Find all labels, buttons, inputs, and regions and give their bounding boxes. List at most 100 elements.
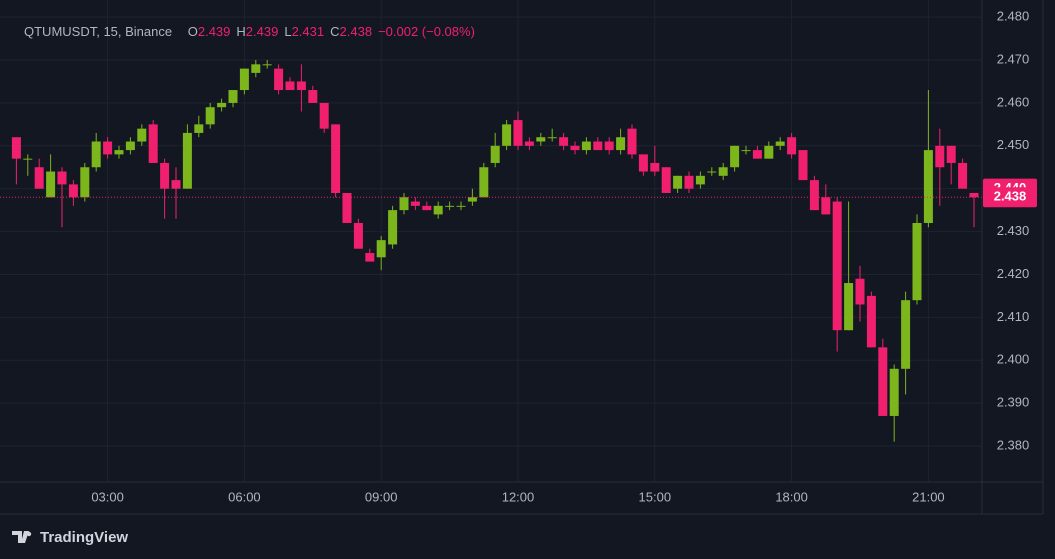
candle-body [707, 171, 717, 173]
plot-area [0, 0, 982, 482]
y-tick-label: 2.410 [997, 309, 1030, 324]
candle-body [125, 141, 135, 151]
candle-body [68, 184, 78, 198]
candle-body [673, 175, 683, 189]
y-tick-label: 2.460 [997, 94, 1030, 109]
candle-body [821, 197, 831, 215]
candle-body [376, 240, 386, 258]
y-tick-label: 2.470 [997, 51, 1030, 66]
y-tick-label: 2.480 [997, 9, 1030, 24]
candle-body [182, 132, 192, 189]
last-price-label: 2.438 [994, 189, 1027, 204]
x-tick-label: 15:00 [639, 489, 672, 504]
candle-body [46, 171, 56, 198]
candle-body [103, 141, 113, 155]
candle-body [718, 167, 728, 176]
legend-value: 2.431 [292, 24, 325, 39]
candle-body [205, 107, 215, 125]
candle-body [422, 205, 432, 211]
candle-body [467, 197, 477, 202]
candle-body [114, 150, 124, 155]
candle-body [331, 124, 341, 193]
x-tick-label: 09:00 [365, 489, 398, 504]
logo-mark [12, 531, 29, 543]
legend-change: −0.002 (−0.08%) [378, 24, 475, 39]
candle-body [342, 192, 352, 223]
candle-body [593, 141, 603, 151]
y-tick-label: 2.430 [997, 223, 1030, 238]
candle-body [228, 90, 238, 103]
candle-body [388, 210, 398, 245]
candle-body [616, 137, 626, 151]
x-tick-label: 03:00 [91, 489, 124, 504]
candle-body [547, 137, 557, 139]
candle-body [764, 145, 774, 159]
candle-body [217, 102, 227, 108]
candle-body [844, 283, 854, 331]
y-tick-label: 2.380 [997, 437, 1030, 452]
x-tick-label: 12:00 [502, 489, 535, 504]
candle-body [570, 145, 580, 151]
last-price-label-box [983, 187, 1037, 208]
candle-body [11, 137, 21, 159]
legend-header: QTUMUSDT, 15, Binance O2.439 H2.439 L2.431… [24, 24, 475, 39]
candle-body [57, 171, 67, 185]
candle-body [912, 222, 922, 301]
candle-body [536, 137, 546, 142]
candle-body [559, 137, 569, 146]
candle-body [239, 68, 249, 91]
candle-body [308, 90, 318, 103]
candle-body [433, 205, 443, 215]
candle-body [581, 141, 591, 151]
candle-body [752, 150, 762, 159]
candle-body [787, 137, 797, 155]
legend-key: H [236, 24, 245, 39]
legend-value: 2.439 [246, 24, 279, 39]
logo [12, 531, 32, 543]
candle-body [775, 141, 785, 146]
branding: TradingView [40, 529, 128, 546]
y-tick-label: 2.400 [997, 352, 1030, 367]
candle-body [490, 145, 500, 163]
legend-key: L [284, 24, 291, 39]
candle-body [946, 145, 956, 163]
candle-body [730, 145, 740, 168]
candle-body [137, 128, 147, 142]
candle-body [80, 167, 90, 198]
candle-body [901, 300, 911, 369]
symbol: QTUMUSDT, 15, Binance [24, 24, 172, 39]
candle-body [148, 124, 158, 163]
candle-body [935, 145, 945, 168]
candle-body [262, 64, 272, 66]
candle-body [296, 81, 306, 91]
candle-body [365, 253, 375, 262]
candle-body [274, 68, 284, 91]
candle-body [684, 175, 694, 189]
candle-body [958, 162, 968, 189]
candle-body [34, 167, 44, 189]
candle-body [160, 162, 170, 189]
x-tick-label: 21:00 [912, 489, 945, 504]
legend-key: C [330, 24, 339, 39]
candle-body [194, 124, 204, 133]
candle-body [923, 150, 933, 223]
legend-value: 2.438 [340, 24, 373, 39]
candle-body [741, 150, 751, 152]
candle-body [866, 295, 876, 348]
candle-body [832, 201, 842, 331]
y-tick-label: 2.420 [997, 266, 1030, 281]
logo-dot [26, 531, 32, 537]
candle-body [889, 368, 899, 416]
candle-body [524, 141, 534, 146]
candle-body [661, 167, 671, 193]
candle-body [285, 81, 295, 91]
candle-body [445, 205, 455, 207]
candle-body [353, 222, 363, 249]
candle-body [650, 162, 660, 172]
candle-body [695, 175, 705, 185]
y-tick-label: 2.450 [997, 137, 1030, 152]
candle-body [410, 201, 420, 206]
candle-body [513, 120, 523, 146]
